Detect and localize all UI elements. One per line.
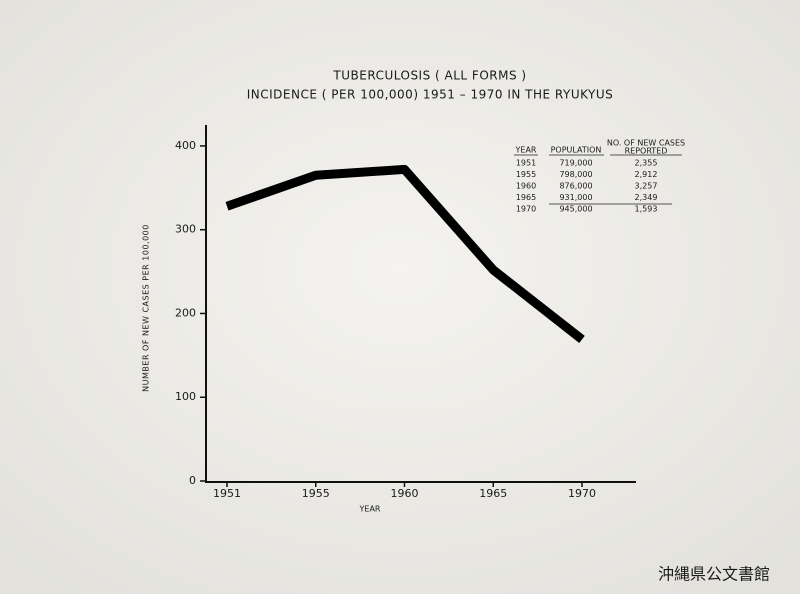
table-header: NO. OF NEW CASES bbox=[607, 139, 685, 148]
watermark: 沖縄県公文書館 bbox=[658, 565, 770, 584]
y-tick-label: 100 bbox=[175, 390, 196, 403]
x-tick-label: 1970 bbox=[568, 487, 596, 500]
y-tick-label: 200 bbox=[175, 306, 196, 319]
table-header: POPULATION bbox=[551, 146, 602, 155]
table-cell: 876,000 bbox=[559, 182, 592, 191]
table-cell: 719,000 bbox=[559, 159, 592, 168]
table-cell: 1,593 bbox=[635, 205, 658, 214]
table-cell: 945,000 bbox=[559, 205, 592, 214]
table-cell: 931,000 bbox=[559, 193, 592, 202]
table-cell: 1951 bbox=[516, 159, 536, 168]
table-cell: 1955 bbox=[516, 170, 536, 179]
x-axis-label: YEAR bbox=[359, 505, 381, 514]
table-cell: 798,000 bbox=[559, 170, 592, 179]
y-tick-label: 300 bbox=[175, 223, 196, 236]
chart-title: TUBERCULOSIS ( ALL FORMS ) bbox=[332, 69, 526, 83]
x-tick-label: 1951 bbox=[213, 487, 241, 500]
table-cell: 1970 bbox=[516, 205, 536, 214]
data-line bbox=[225, 164, 585, 343]
y-axis-label: NUMBER OF NEW CASES PER 100,000 bbox=[142, 224, 151, 392]
x-tick-label: 1960 bbox=[391, 487, 419, 500]
table-cell: 1965 bbox=[516, 193, 536, 202]
table-cell: 2,912 bbox=[635, 170, 658, 179]
table-cell: 3,257 bbox=[635, 182, 658, 191]
table-header: YEAR bbox=[515, 146, 537, 155]
chart-subtitle: INCIDENCE ( PER 100,000) 1951 – 1970 IN … bbox=[247, 88, 614, 102]
table-cell: 2,355 bbox=[635, 159, 658, 168]
x-tick-label: 1955 bbox=[302, 487, 330, 500]
table-cell: 1960 bbox=[516, 182, 536, 191]
y-tick-label: 0 bbox=[189, 474, 196, 487]
y-tick-label: 400 bbox=[175, 139, 196, 152]
table-header: REPORTED bbox=[625, 147, 668, 156]
x-tick-label: 1965 bbox=[479, 487, 507, 500]
table-cell: 2,349 bbox=[635, 193, 658, 202]
